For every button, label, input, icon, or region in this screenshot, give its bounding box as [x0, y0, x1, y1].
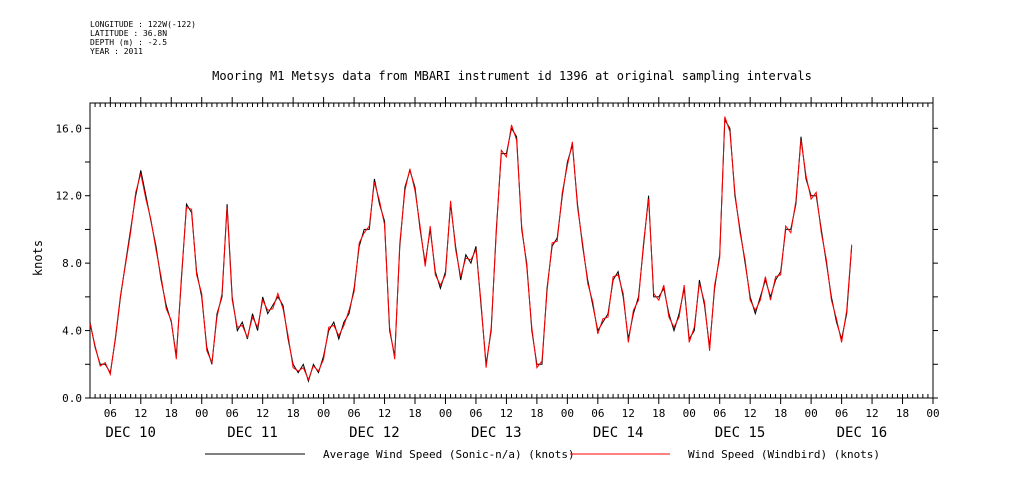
x-day-label: DEC 13	[471, 425, 522, 441]
x-tick-label: 06	[591, 407, 604, 420]
x-tick-label: 12	[744, 407, 757, 420]
x-tick-label: 18	[896, 407, 909, 420]
x-tick-label: 00	[926, 407, 939, 420]
x-tick-label: 00	[804, 407, 817, 420]
series-line-windbird	[89, 116, 853, 381]
longitude-text: LONGITUDE : 122W(-122)	[90, 20, 196, 29]
x-tick-label: 18	[408, 407, 421, 420]
x-tick-label: 06	[104, 407, 117, 420]
x-day-label: DEC 12	[349, 425, 400, 441]
x-day-label: DEC 10	[105, 425, 156, 441]
x-day-label: DEC 14	[593, 425, 644, 441]
x-tick-label: 00	[683, 407, 696, 420]
x-tick-label: 00	[317, 407, 330, 420]
x-tick-label: 18	[652, 407, 665, 420]
series-line-average-wind	[89, 118, 853, 383]
x-tick-label: 06	[469, 407, 482, 420]
chart-title: Mooring M1 Metsys data from MBARI instru…	[212, 69, 812, 83]
x-tick-label: 06	[226, 407, 239, 420]
y-tick-label: 0.0	[62, 392, 82, 405]
metadata-block: LONGITUDE : 122W(-122) LATITUDE : 36.8N …	[90, 20, 196, 56]
y-tick-label: 16.0	[56, 122, 83, 135]
legend-label-windbird: Wind Speed (Windbird) (knots)	[688, 448, 880, 461]
axis-ticks: 06 12 18 00 06 12 18 00 06 12 18 00 06 12 18 00 06 12 18 00…	[56, 97, 940, 441]
x-tick-label: 18	[287, 407, 300, 420]
legend-label-average-wind: Average Wind Speed (Sonic-n/a) (knots)	[323, 448, 575, 461]
series-layer	[89, 116, 853, 383]
legend: Average Wind Speed (Sonic-n/a) (knots) W…	[205, 448, 880, 461]
x-tick-label: 12	[500, 407, 513, 420]
x-day-label: DEC 16	[837, 425, 888, 441]
x-tick-label: 12	[865, 407, 878, 420]
x-tick-label: 18	[165, 407, 178, 420]
x-tick-label: 12	[256, 407, 269, 420]
x-tick-label: 18	[774, 407, 787, 420]
x-tick-label: 00	[439, 407, 452, 420]
latitude-text: LATITUDE : 36.8N	[90, 29, 168, 38]
x-tick-label: 12	[134, 407, 147, 420]
x-tick-label: 06	[713, 407, 726, 420]
x-day-label: DEC 11	[227, 425, 278, 441]
x-tick-label: 00	[561, 407, 574, 420]
y-tick-label: 8.0	[62, 257, 82, 270]
y-tick-label: 12.0	[56, 190, 83, 203]
y-axis-label: knots	[31, 240, 45, 276]
x-tick-label: 06	[347, 407, 360, 420]
x-tick-label: 00	[195, 407, 208, 420]
x-tick-label: 12	[378, 407, 391, 420]
x-tick-label: 12	[622, 407, 635, 420]
depth-text: DEPTH (m) : -2.5	[90, 38, 168, 47]
y-tick-label: 4.0	[62, 325, 82, 338]
x-tick-label: 18	[530, 407, 543, 420]
x-day-label: DEC 15	[715, 425, 766, 441]
x-tick-label: 06	[835, 407, 848, 420]
plot-frame	[89, 102, 934, 399]
year-text: YEAR : 2011	[90, 47, 143, 56]
